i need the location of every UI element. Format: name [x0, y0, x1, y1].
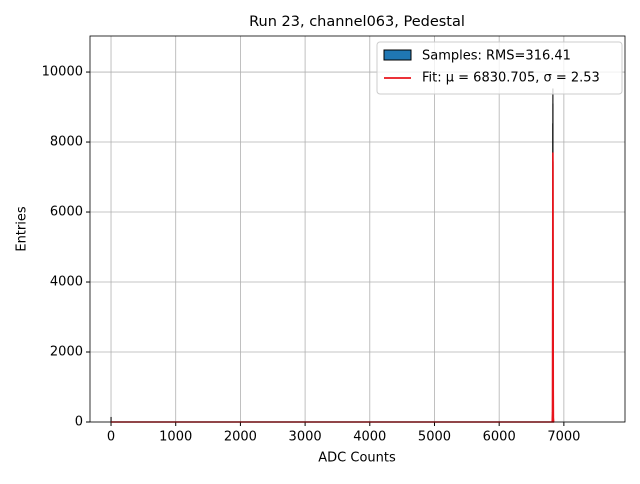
y-tick-label: 10000	[42, 65, 83, 80]
chart-title: Run 23, channel063, Pedestal	[249, 14, 465, 30]
legend-label: Samples: RMS=316.41	[422, 49, 571, 64]
y-tick-label: 2000	[50, 345, 83, 360]
x-axis-label: ADC Counts	[318, 451, 396, 466]
y-tick-label: 0	[75, 415, 83, 430]
x-tick-label: 4000	[353, 430, 386, 445]
x-tick-label: 6000	[483, 430, 516, 445]
x-tick-label: 5000	[418, 430, 451, 445]
x-tick-label: 2000	[224, 430, 257, 445]
y-tick-label: 6000	[50, 205, 83, 220]
x-tick-label: 7000	[547, 430, 580, 445]
legend-label: Fit: μ = 6830.705, σ = 2.53	[422, 71, 600, 86]
y-tick-label: 8000	[50, 135, 83, 150]
legend-patch	[384, 50, 411, 60]
x-tick-label: 0	[107, 430, 115, 445]
x-tick-label: 3000	[289, 430, 322, 445]
y-tick-label: 4000	[50, 275, 83, 290]
x-tick-label: 1000	[159, 430, 192, 445]
y-axis-label: Entries	[15, 206, 30, 252]
